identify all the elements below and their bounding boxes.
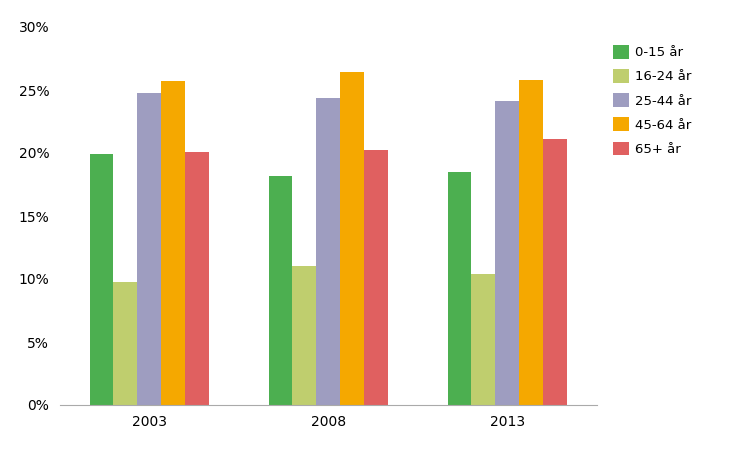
Bar [340, 72, 364, 405]
Bar [448, 172, 471, 405]
Bar [292, 266, 316, 405]
Bar [137, 93, 161, 405]
Bar [316, 98, 340, 405]
Bar [519, 80, 543, 405]
Bar [161, 81, 185, 405]
Bar [113, 282, 137, 405]
Bar [471, 274, 495, 405]
Bar [185, 152, 209, 405]
Bar [90, 154, 113, 405]
Bar [269, 176, 292, 405]
Legend: 0-15 år, 16-24 år, 25-44 år, 45-64 år, 65+ år: 0-15 år, 16-24 år, 25-44 år, 45-64 år, 6… [609, 41, 695, 160]
Bar [495, 101, 519, 405]
Bar [364, 150, 388, 405]
Bar [543, 139, 567, 405]
